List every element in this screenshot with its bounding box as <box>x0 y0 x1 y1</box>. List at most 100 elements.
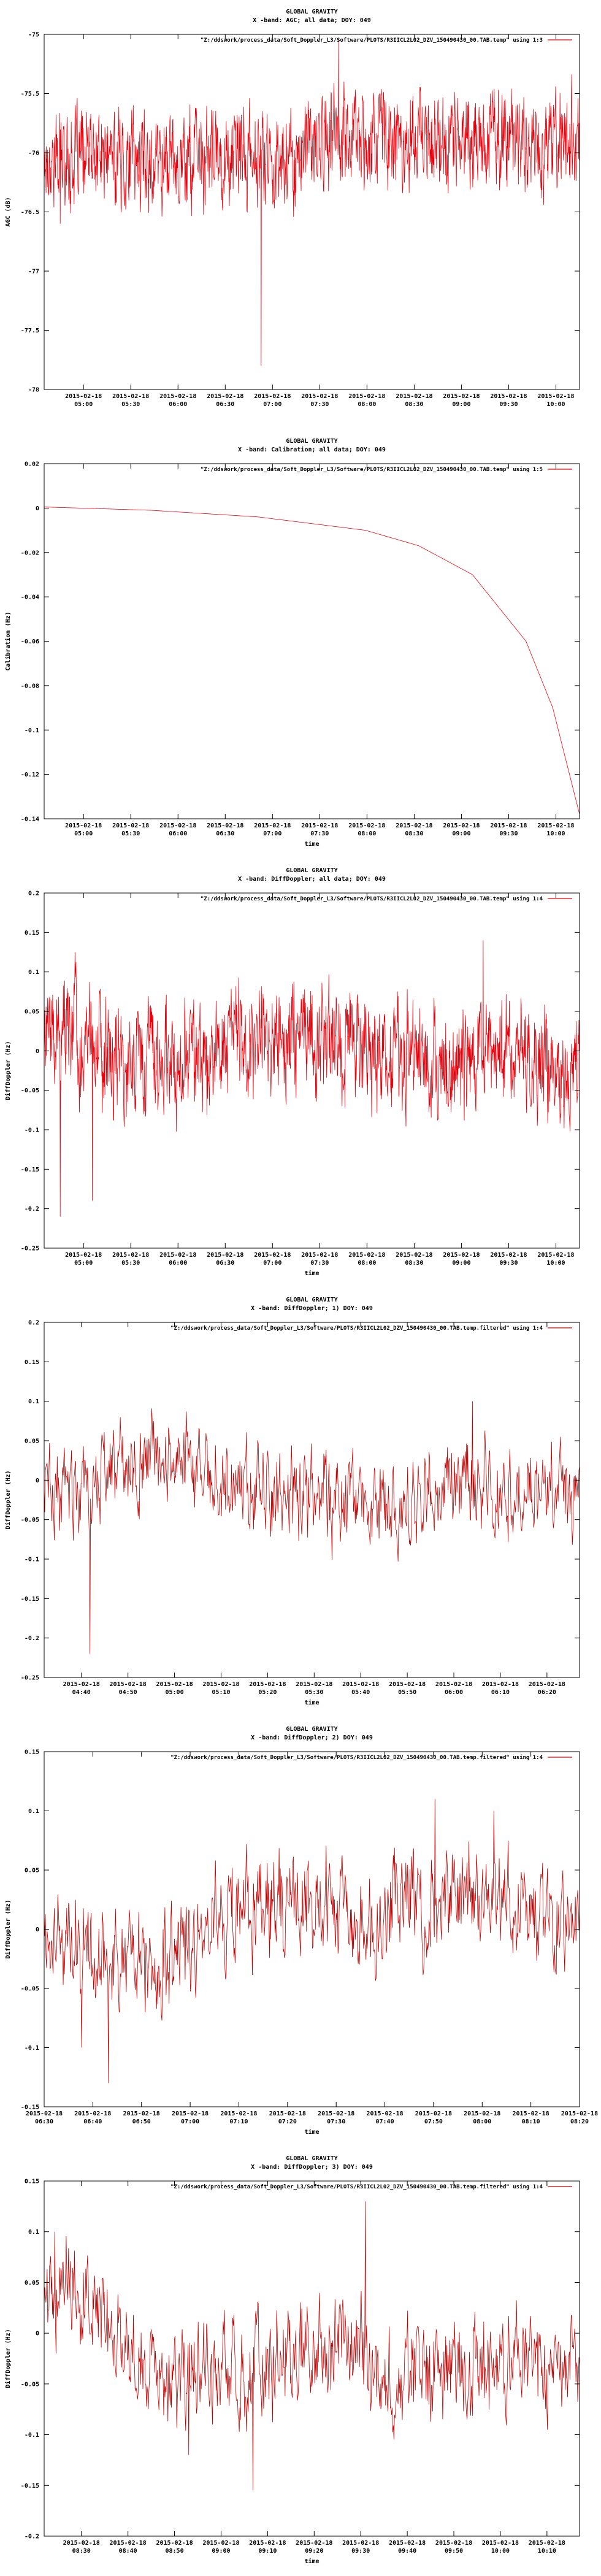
chart-subtitle: X -band: DiffDoppler; all data; DOY: 049 <box>238 875 386 883</box>
x-tick-date: 2015-02-18 <box>254 822 291 829</box>
y-tick-label: -0.02 <box>21 550 39 556</box>
y-tick-label: -0.1 <box>25 2045 39 2052</box>
y-tick-label: -0.2 <box>25 1635 39 1642</box>
x-tick-time: 07:40 <box>375 2118 394 2125</box>
x-tick-date: 2015-02-18 <box>65 1252 102 1259</box>
x-tick-time: 08:00 <box>358 830 376 837</box>
x-tick-time: 09:20 <box>305 2548 323 2555</box>
x-tick-date: 2015-02-18 <box>156 1681 193 1688</box>
x-tick-date: 2015-02-18 <box>110 1681 147 1688</box>
y-tick-label: -0.05 <box>21 1087 39 1094</box>
data-series-line <box>44 940 580 1217</box>
y-tick-label: 0 <box>36 1926 39 1933</box>
y-axis-label: DiffDoppler (Hz) <box>4 2329 12 2388</box>
y-tick-label: -77.5 <box>21 328 39 334</box>
chart-4: GLOBAL GRAVITY X -band: DiffDoppler; 1) D… <box>4 1297 580 1706</box>
y-tick-label: -76.5 <box>21 209 39 216</box>
legend-entry: "Z:/ddswork/process_data/Soft_Doppler_L3… <box>201 895 543 902</box>
x-tick-time: 05:00 <box>166 1689 184 1696</box>
y-tick-label: -0.15 <box>21 1596 39 1603</box>
x-tick-date: 2015-02-18 <box>490 393 527 400</box>
data-series-line <box>44 507 580 815</box>
x-tick-date: 2015-02-18 <box>464 2110 500 2117</box>
x-tick-date: 2015-02-18 <box>296 2540 332 2547</box>
x-tick-time: 08:40 <box>119 2548 137 2555</box>
x-tick-date: 2015-02-18 <box>65 822 102 829</box>
x-tick-date: 2015-02-18 <box>396 1252 432 1259</box>
x-tick-date: 2015-02-18 <box>249 1681 286 1688</box>
x-tick-time: 07:50 <box>424 2118 443 2125</box>
y-tick-label: 0.15 <box>25 1359 39 1366</box>
x-tick-date: 2015-02-18 <box>254 393 291 400</box>
x-tick-time: 05:00 <box>74 401 93 408</box>
x-tick-date: 2015-02-18 <box>254 1252 291 1259</box>
x-tick-time: 10:00 <box>546 830 565 837</box>
chart-title: GLOBAL GRAVITY <box>286 1726 337 1733</box>
x-axis-label: time <box>304 840 319 848</box>
x-tick-time: 10:10 <box>538 2548 556 2555</box>
legend-entry: "Z:/ddswork/process_data/Soft_Doppler_L3… <box>170 2183 543 2190</box>
x-tick-time: 05:30 <box>121 1260 140 1267</box>
x-tick-time: 08:30 <box>405 830 423 837</box>
x-tick-date: 2015-02-18 <box>342 2540 379 2547</box>
x-tick-date: 2015-02-18 <box>529 2540 565 2547</box>
y-tick-label: -0.15 <box>21 2104 39 2111</box>
x-tick-date: 2015-02-18 <box>296 1681 332 1688</box>
y-tick-label: -0.05 <box>21 2381 39 2388</box>
y-tick-label: -0.14 <box>21 816 39 823</box>
x-tick-date: 2015-02-18 <box>396 822 432 829</box>
x-tick-time: 09:10 <box>258 2548 277 2555</box>
y-tick-label: -0.15 <box>21 2483 39 2490</box>
y-tick-label: 0 <box>36 505 39 512</box>
y-axis-label: DiffDoppler (Hz) <box>4 1899 12 1958</box>
x-tick-time: 05:30 <box>121 401 140 408</box>
x-tick-date: 2015-02-18 <box>112 822 149 829</box>
x-tick-time: 06:30 <box>35 2118 53 2125</box>
x-tick-date: 2015-02-18 <box>348 393 385 400</box>
x-tick-time: 08:00 <box>473 2118 491 2125</box>
x-tick-date: 2015-02-18 <box>63 1681 100 1688</box>
y-axis-label: Calibration (Hz) <box>4 611 12 670</box>
y-tick-label: -0.05 <box>21 1986 39 1993</box>
y-tick-label: -76 <box>28 150 39 157</box>
data-series-line <box>44 1401 580 1654</box>
x-tick-time: 05:00 <box>74 1260 93 1267</box>
x-tick-time: 07:00 <box>181 2118 199 2125</box>
x-tick-time: 08:30 <box>405 1260 423 1267</box>
x-tick-time: 07:00 <box>263 830 281 837</box>
y-tick-label: -75 <box>28 32 39 39</box>
x-tick-time: 04:50 <box>119 1689 137 1696</box>
x-tick-date: 2015-02-18 <box>112 393 149 400</box>
legend-entry: "Z:/ddswork/process_data/Soft_Doppler_L3… <box>201 466 543 473</box>
y-tick-label: -0.1 <box>25 2432 39 2439</box>
x-tick-time: 08:20 <box>570 2118 589 2125</box>
y-tick-label: -0.1 <box>25 1557 39 1563</box>
plot-frame <box>44 463 580 819</box>
x-tick-time: 08:50 <box>166 2548 184 2555</box>
y-tick-label: -0.08 <box>21 683 39 689</box>
x-tick-date: 2015-02-18 <box>443 822 480 829</box>
x-tick-time: 09:50 <box>445 2548 463 2555</box>
x-tick-time: 04:40 <box>72 1689 91 1696</box>
x-tick-time: 07:20 <box>278 2118 297 2125</box>
x-tick-time: 08:00 <box>358 401 376 408</box>
x-tick-time: 05:10 <box>212 1689 230 1696</box>
x-tick-time: 07:00 <box>263 401 281 408</box>
x-tick-date: 2015-02-18 <box>561 2110 598 2117</box>
y-tick-label: -75.5 <box>21 91 39 98</box>
y-tick-label: 0.1 <box>28 1398 39 1405</box>
chart-title: GLOBAL GRAVITY <box>286 438 337 445</box>
x-tick-time: 09:00 <box>452 1260 470 1267</box>
x-tick-date: 2015-02-18 <box>220 2110 257 2117</box>
plot-frame <box>44 34 580 390</box>
y-tick-label: 0.2 <box>28 891 39 897</box>
x-tick-date: 2015-02-18 <box>249 2540 286 2547</box>
x-tick-date: 2015-02-18 <box>65 393 102 400</box>
x-tick-time: 07:30 <box>310 401 329 408</box>
legend-entry: "Z:/ddswork/process_data/Soft_Doppler_L3… <box>170 1325 543 1332</box>
x-tick-time: 05:20 <box>258 1689 277 1696</box>
x-tick-time: 06:00 <box>169 401 187 408</box>
y-tick-label: -0.2 <box>25 2534 39 2540</box>
x-axis-label: time <box>304 2128 319 2136</box>
